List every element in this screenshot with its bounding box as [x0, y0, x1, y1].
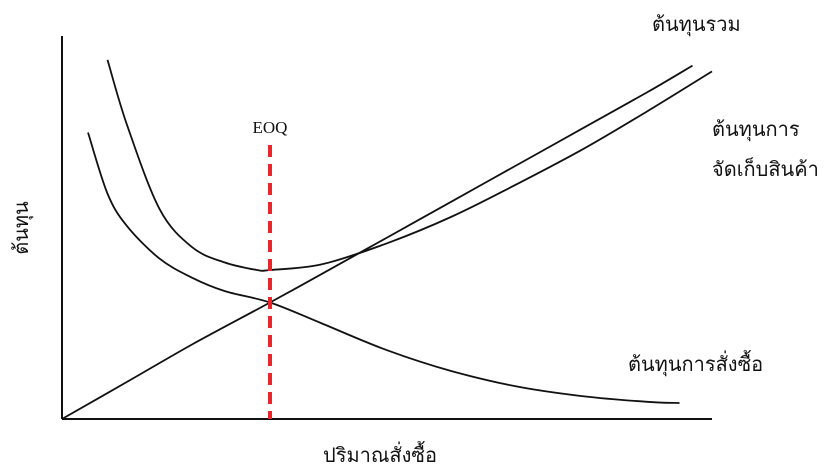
axes	[61, 36, 712, 420]
eoq-label: EOQ	[253, 118, 288, 137]
x-axis-label: ปริมาณสั่งซื้อ	[323, 441, 437, 467]
holding-cost-line	[61, 64, 693, 420]
y-axis-label: ต้นทุน	[9, 201, 34, 255]
ordering-cost-label: ต้นทุนการสั่งซื้อ	[628, 350, 763, 377]
label-layer: ปริมาณสั่งซื้อ ต้นทุน ต้นทุนรวมต้นทุนการ…	[9, 12, 819, 467]
series-layer	[61, 59, 713, 420]
total-cost-label: ต้นทุนรวม	[652, 12, 741, 37]
total-cost-curve	[106, 59, 713, 272]
ordering-cost-curve	[87, 132, 680, 404]
holding-cost-label: ต้นทุนการจัดเก็บสินค้า	[712, 117, 819, 181]
annotation-layer: EOQ	[253, 118, 288, 419]
